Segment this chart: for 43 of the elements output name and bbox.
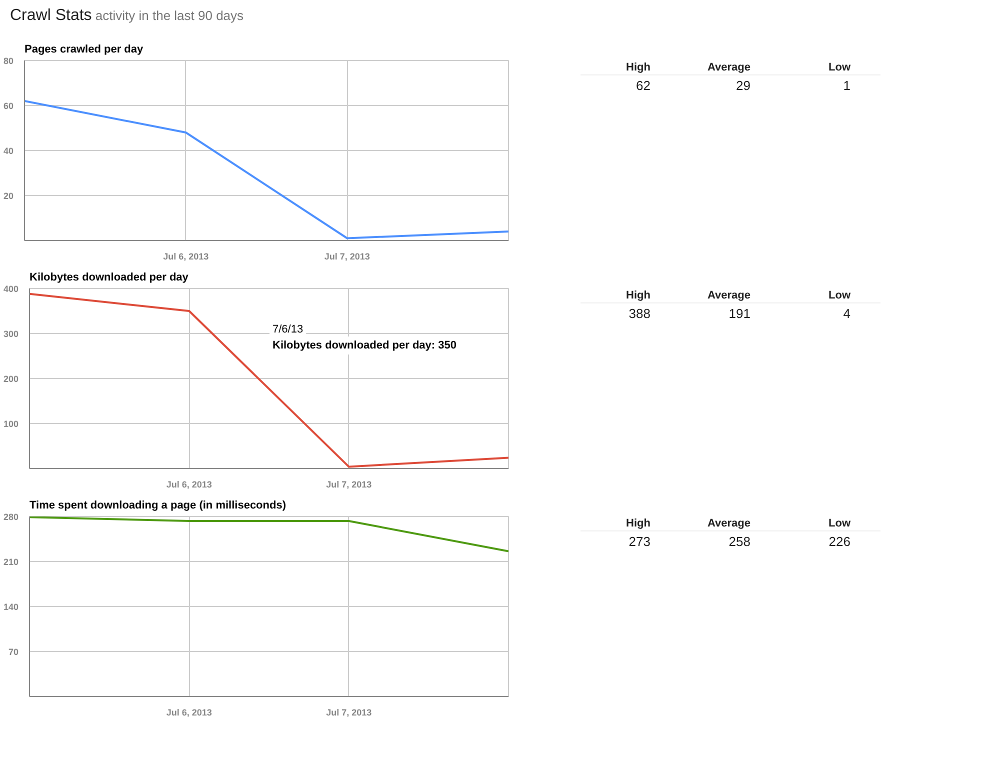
y-tick-label: 80 bbox=[3, 56, 14, 66]
data-label: 29 bbox=[736, 78, 751, 94]
data-label: 258 bbox=[728, 534, 751, 550]
data-label: 62 bbox=[636, 78, 651, 94]
y-tick-label: 200 bbox=[3, 374, 19, 384]
category-label: High bbox=[626, 62, 651, 74]
x-tick-label: Jul 6, 2013 bbox=[166, 708, 212, 718]
y-tick-label: 100 bbox=[3, 419, 19, 429]
chart-subtitle: activity in the last 90 days bbox=[94, 8, 244, 23]
y-tick-label: 280 bbox=[3, 512, 19, 522]
y-tick-label: 140 bbox=[3, 602, 19, 612]
category-label: Average bbox=[707, 62, 751, 74]
category-label: High bbox=[626, 290, 651, 302]
y-axis-title: Kilobytes downloaded per day bbox=[30, 272, 190, 284]
category-label: Low bbox=[828, 62, 851, 74]
y-axis-title: Time spent downloading a page (in milliseconds) bbox=[30, 500, 286, 512]
x-tick-label: Jul 6, 2013 bbox=[163, 252, 209, 262]
y-tick-label: 20 bbox=[3, 191, 14, 201]
data-label: 1 bbox=[843, 78, 851, 94]
y-tick-label: 300 bbox=[3, 329, 19, 339]
x-tick-label: Jul 7, 2013 bbox=[326, 708, 372, 718]
category-label: Low bbox=[828, 290, 851, 302]
x-tick-label: Jul 7, 2013 bbox=[324, 252, 370, 262]
y-tick-label: 70 bbox=[8, 647, 19, 657]
data-label: 388 bbox=[628, 306, 651, 322]
y-tick-label: 400 bbox=[3, 284, 19, 294]
x-tick-label: Jul 6, 2013 bbox=[166, 480, 212, 490]
annotation: Kilobytes downloaded per day: 350 bbox=[272, 340, 456, 352]
category-label: High bbox=[626, 518, 651, 530]
y-axis-title: Pages crawled per day bbox=[24, 44, 144, 56]
category-label: Low bbox=[828, 518, 851, 530]
data-label: 4 bbox=[843, 306, 851, 322]
y-tick-label: 60 bbox=[3, 101, 14, 111]
y-tick-label: 40 bbox=[3, 146, 14, 156]
chart-title: Crawl Stats bbox=[10, 7, 92, 24]
data-label: 226 bbox=[828, 534, 851, 550]
data-label: 191 bbox=[728, 306, 751, 322]
x-tick-label: Jul 7, 2013 bbox=[326, 480, 372, 490]
data-label: 273 bbox=[628, 534, 651, 550]
category-label: Average bbox=[707, 518, 751, 530]
y-tick-label: 210 bbox=[3, 557, 19, 567]
annotation: 7/6/13 bbox=[272, 324, 304, 336]
category-label: Average bbox=[707, 290, 751, 302]
